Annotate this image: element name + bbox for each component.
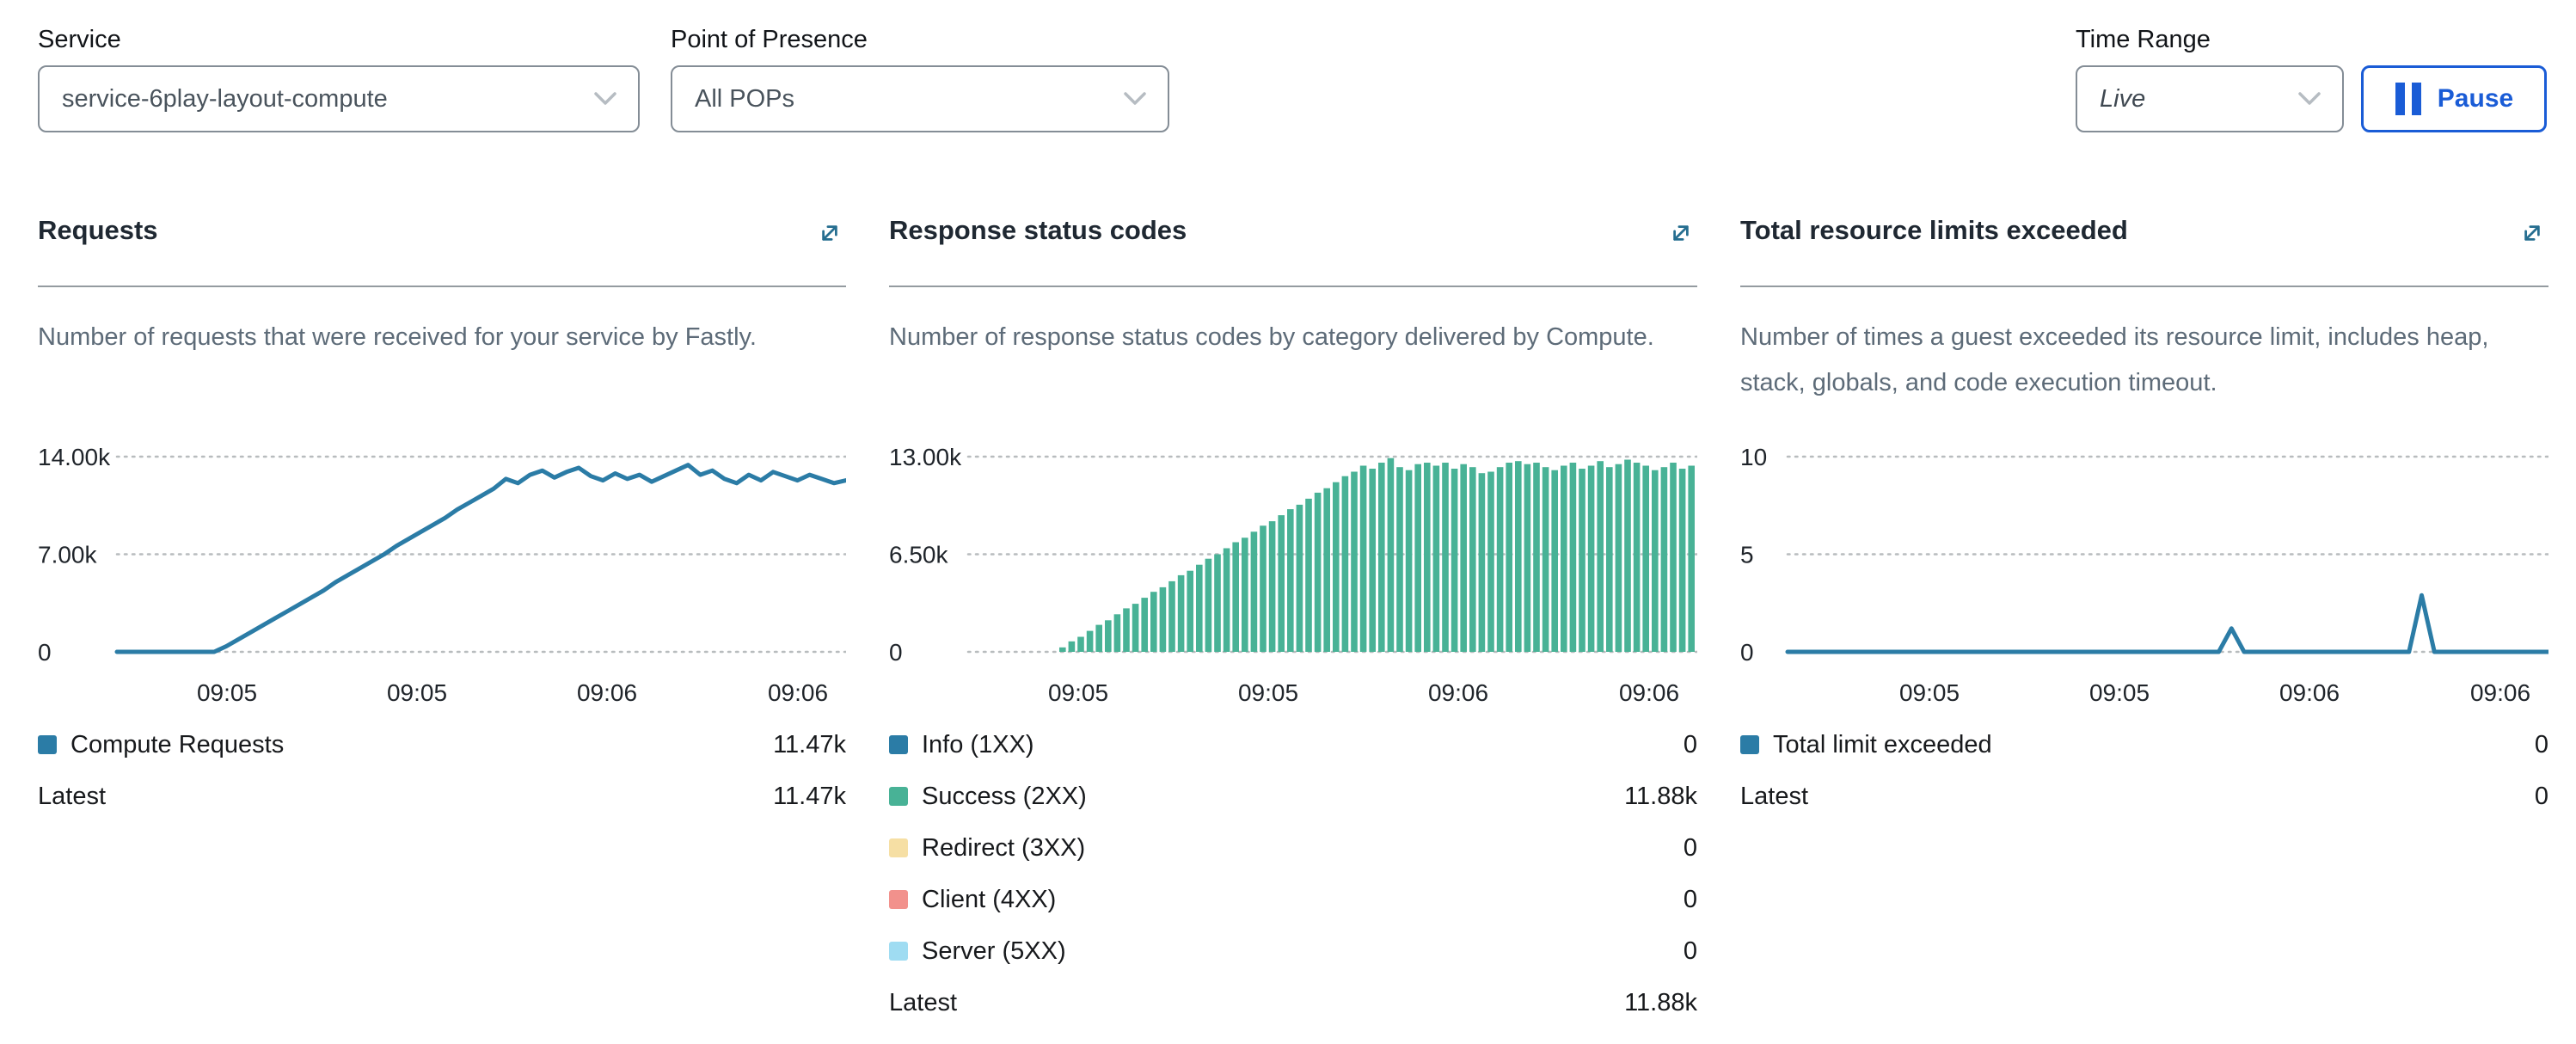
- chevron-down-icon: [594, 92, 616, 105]
- series-label: Client (4XX): [922, 885, 1057, 913]
- svg-text:09:05: 09:05: [1238, 679, 1298, 706]
- series-label: Compute Requests: [71, 730, 285, 758]
- svg-text:09:06: 09:06: [2470, 679, 2530, 706]
- panel-requests: Requests Number of requests that were re…: [38, 215, 846, 1044]
- svg-text:0: 0: [889, 639, 903, 666]
- panel-divider: [38, 286, 846, 287]
- latest-value: 11.88k: [1624, 988, 1697, 1016]
- latest-row: Latest 11.88k: [889, 988, 1697, 1017]
- expand-icon: [2524, 225, 2540, 241]
- pause-button-label: Pause: [2437, 84, 2514, 113]
- panel-divider: [1740, 286, 2548, 287]
- series-swatch: [38, 735, 57, 754]
- series-label: Success (2XX): [922, 782, 1087, 810]
- legend-item: Success (2XX) 11.88k: [889, 782, 1697, 811]
- latest-value: 11.47k: [773, 782, 846, 810]
- svg-text:09:06: 09:06: [1619, 679, 1679, 706]
- panel-response-status-codes: Response status codes Number of response…: [889, 215, 1697, 1044]
- service-select[interactable]: service-6play-layout-compute: [38, 65, 640, 132]
- time-range-select-value: Live: [2100, 84, 2146, 113]
- svg-text:7.00k: 7.00k: [38, 542, 97, 568]
- time-range-label: Time Range: [2076, 26, 2211, 53]
- legend-item: Compute Requests 11.47k: [38, 730, 846, 759]
- panel-description: Number of requests that were received fo…: [38, 323, 757, 351]
- expand-chart-button[interactable]: [2516, 217, 2548, 249]
- svg-text:09:05: 09:05: [387, 679, 447, 706]
- panel-resource-limits: Total resource limits exceeded Number of…: [1740, 215, 2548, 1044]
- legend-item: Client (4XX) 0: [889, 885, 1697, 914]
- latest-label: Latest: [889, 988, 957, 1016]
- panel-title: Requests: [38, 215, 158, 245]
- svg-text:09:06: 09:06: [768, 679, 828, 706]
- chevron-down-icon: [2298, 92, 2321, 105]
- latest-row: Latest 0: [1740, 782, 2548, 811]
- latest-row: Latest 11.47k: [38, 782, 846, 811]
- series-swatch: [1740, 735, 1759, 754]
- svg-text:09:05: 09:05: [1048, 679, 1108, 706]
- legend-item: Server (5XX) 0: [889, 937, 1697, 966]
- svg-text:09:05: 09:05: [197, 679, 257, 706]
- pause-button[interactable]: Pause: [2361, 65, 2547, 132]
- legend-item: Info (1XX) 0: [889, 730, 1697, 759]
- svg-text:14.00k: 14.00k: [38, 444, 111, 470]
- requests-line-chart: 0 7.00k 14.00k 09:05 09:05 09:06 09:06: [38, 444, 846, 706]
- series-value: 0: [1683, 730, 1697, 758]
- series-swatch: [889, 942, 908, 961]
- series-value: 0: [2534, 730, 2548, 758]
- series-label: Total limit exceeded: [1773, 730, 1992, 758]
- panel-description: Number of times a guest exceeded its res…: [1740, 323, 2489, 396]
- service-label: Service: [38, 26, 121, 53]
- svg-text:13.00k: 13.00k: [889, 444, 962, 470]
- time-range-select[interactable]: Live: [2076, 65, 2344, 132]
- series-label: Info (1XX): [922, 730, 1034, 758]
- pop-label: Point of Presence: [671, 26, 868, 53]
- series-value: 11.47k: [773, 730, 846, 758]
- series-swatch: [889, 838, 908, 857]
- pop-select-value: All POPs: [695, 84, 795, 113]
- expand-chart-button[interactable]: [813, 217, 846, 249]
- legend: Compute Requests 11.47k Latest 11.47k: [38, 730, 846, 833]
- series-value: 11.88k: [1624, 782, 1697, 810]
- svg-text:0: 0: [1740, 639, 1754, 666]
- expand-chart-button[interactable]: [1665, 217, 1697, 249]
- legend-item: Total limit exceeded 0: [1740, 730, 2548, 759]
- panel-divider: [889, 286, 1697, 287]
- series-value: 0: [1683, 833, 1697, 862]
- panel-description: Number of response status codes by categ…: [889, 323, 1654, 351]
- svg-text:09:06: 09:06: [577, 679, 637, 706]
- latest-value: 0: [2534, 782, 2548, 810]
- latest-label: Latest: [38, 782, 106, 810]
- latest-label: Latest: [1740, 782, 1808, 810]
- svg-text:0: 0: [38, 639, 52, 666]
- pop-select[interactable]: All POPs: [671, 65, 1169, 132]
- pause-icon: [2395, 83, 2421, 115]
- status-codes-bar-chart: 0 6.50k 13.00k 09:05 09:05 09:06 09:06: [889, 444, 1697, 706]
- svg-text:09:05: 09:05: [2089, 679, 2150, 706]
- series-swatch: [889, 787, 908, 806]
- legend: Total limit exceeded 0 Latest 0: [1740, 730, 2548, 833]
- series-swatch: [889, 890, 908, 909]
- svg-text:09:06: 09:06: [1428, 679, 1488, 706]
- legend-item: Redirect (3XX) 0: [889, 833, 1697, 863]
- expand-icon: [822, 225, 837, 241]
- chevron-down-icon: [1124, 92, 1146, 105]
- series-label: Redirect (3XX): [922, 833, 1086, 862]
- svg-text:09:05: 09:05: [1899, 679, 1960, 706]
- panel-title: Response status codes: [889, 215, 1187, 245]
- panel-title: Total resource limits exceeded: [1740, 215, 2128, 245]
- svg-text:09:06: 09:06: [2279, 679, 2340, 706]
- expand-icon: [1673, 225, 1689, 241]
- svg-text:6.50k: 6.50k: [889, 542, 948, 568]
- svg-text:10: 10: [1740, 444, 1767, 470]
- service-select-value: service-6play-layout-compute: [62, 84, 388, 113]
- series-label: Server (5XX): [922, 937, 1066, 965]
- resource-limits-line-chart: 0 5 10 09:05 09:05 09:06 09:06: [1740, 444, 2548, 706]
- series-value: 0: [1683, 885, 1697, 913]
- series-value: 0: [1683, 937, 1697, 965]
- legend: Info (1XX) 0 Success (2XX) 11.88k Redire…: [889, 730, 1697, 1040]
- svg-text:5: 5: [1740, 542, 1754, 568]
- series-swatch: [889, 735, 908, 754]
